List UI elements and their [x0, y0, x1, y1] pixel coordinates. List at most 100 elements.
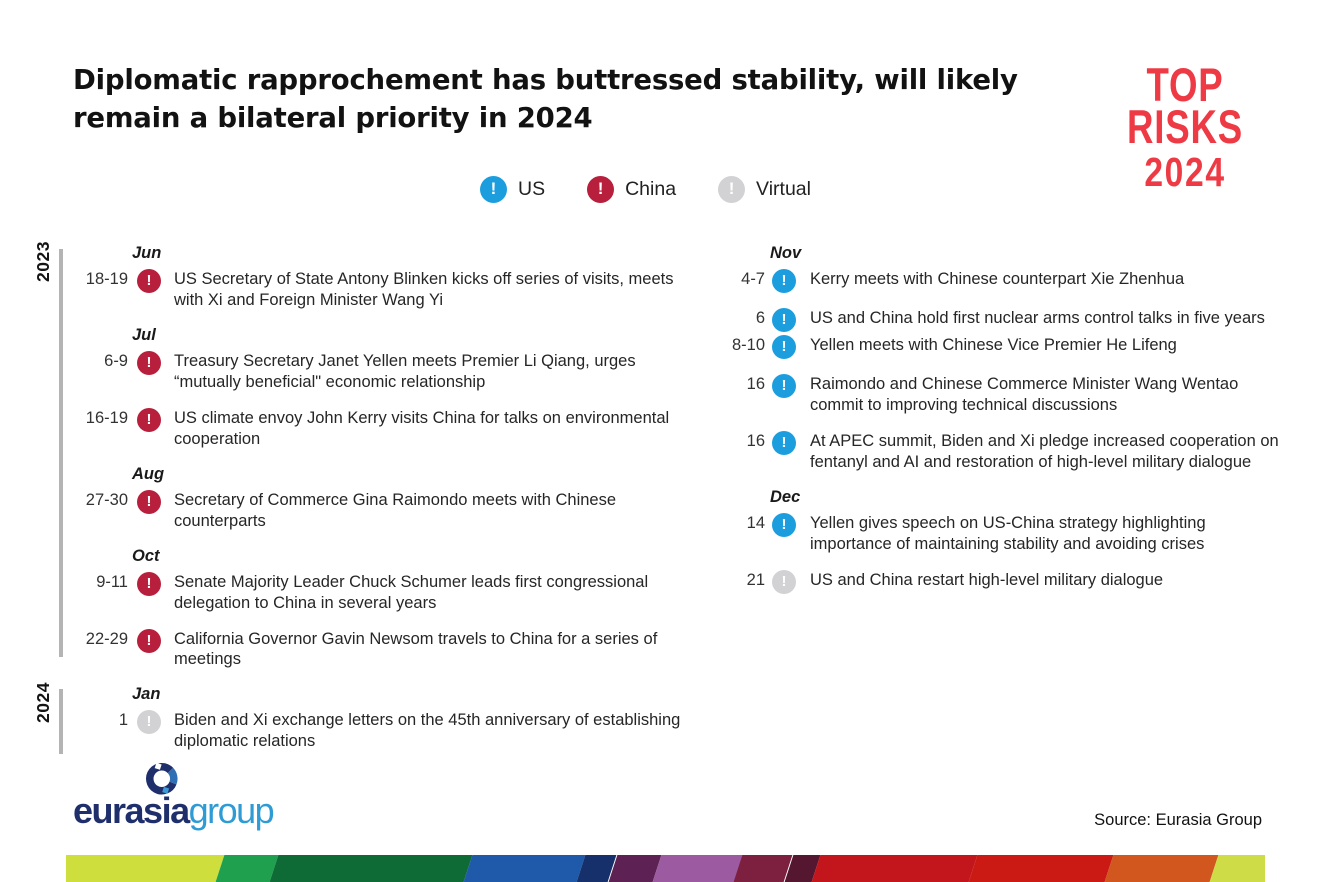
- event-type-badge-icon: !: [772, 512, 796, 537]
- event-date: 6-9: [104, 351, 128, 370]
- event-type-badge-icon: !: [772, 335, 796, 359]
- event-type-badge-icon: !: [772, 308, 796, 332]
- event-text: Secretary of Commerce Gina Raimondo meet…: [174, 490, 617, 530]
- year-rail: [59, 249, 63, 658]
- event-row: 16 ! At APEC summit, Biden and Xi pledge…: [700, 430, 1290, 473]
- month-label: Jun: [132, 244, 162, 262]
- color-bar-segment: [1104, 855, 1219, 882]
- top-risks-logo-line: RISKS: [1127, 100, 1243, 153]
- year-rail: [59, 689, 63, 755]
- event-row: 4-7 ! Kerry meets with Chinese counterpa…: [700, 269, 1290, 293]
- event-text: US and China restart high-level military…: [810, 570, 1164, 589]
- event-date: 4-7: [741, 270, 765, 288]
- legend-item-virtual: ! Virtual: [718, 176, 811, 203]
- color-bar-segment: [66, 855, 225, 882]
- color-bar-segment: [733, 855, 794, 882]
- color-bar-segment: [463, 855, 586, 882]
- event-type-badge-icon: !: [137, 628, 161, 653]
- event-type-badge-icon: !: [772, 269, 796, 293]
- event-text: At APEC summit, Biden and Xi pledge incr…: [810, 431, 1279, 471]
- event-type-badge-icon: !: [137, 489, 161, 514]
- eurasia-wordmark-part: eurasia: [73, 790, 190, 831]
- event-text: Treasury Secretary Janet Yellen meets Pr…: [174, 351, 636, 391]
- event-text: Yellen meets with Chinese Vice Premier H…: [810, 336, 1177, 354]
- event-text: US Secretary of State Antony Blinken kic…: [174, 270, 674, 309]
- event-type-badge-icon: !: [772, 374, 796, 398]
- month-label: Jul: [132, 325, 156, 344]
- year-label-2024: 2024: [33, 682, 53, 724]
- event-text: California Governor Gavin Newsom travels…: [174, 629, 658, 669]
- timeline-column-left: 2023 Jun 18-19 ! US Secretary of State A…: [33, 241, 697, 767]
- event-date: 14: [746, 513, 765, 532]
- event-text: US climate envoy John Kerry visits China…: [174, 408, 670, 448]
- event-text: Kerry meets with Chinese counterpart Xie…: [810, 270, 1185, 288]
- event-date: 1: [118, 711, 128, 730]
- legend-label: Virtual: [756, 178, 811, 200]
- event-row: 8-10 ! Yellen meets with Chinese Vice Pr…: [700, 335, 1290, 359]
- group-wordmark-part: group: [188, 790, 275, 831]
- china-exclamation-badge-icon: !: [587, 176, 615, 203]
- us-exclamation-badge-icon: !: [480, 176, 507, 203]
- event-type-badge-icon: !: [137, 571, 161, 596]
- top-risks-logo-line: 2024: [1144, 149, 1226, 195]
- event-text: Biden and Xi exchange letters on the 45t…: [174, 711, 681, 751]
- event-type-badge-icon: !: [137, 710, 161, 735]
- event-date: 27-30: [85, 490, 128, 509]
- eurasia-group-logo: eurasiagroup: [73, 752, 313, 834]
- timeline-column-right: Nov 4-7 ! Kerry meets with Chinese count…: [700, 244, 1290, 609]
- year-section-2023: 2023 Jun 18-19 ! US Secretary of State A…: [33, 241, 697, 671]
- event-row: 18-19 ! US Secretary of State Antony Bli…: [80, 269, 697, 311]
- event-date: 22-29: [85, 629, 128, 648]
- color-bar-segment: [1209, 855, 1265, 882]
- month-label: Dec: [770, 487, 801, 506]
- event-text: Yellen gives speech on US-China strategy…: [810, 513, 1206, 553]
- month-label: Jan: [132, 685, 161, 704]
- source-credit: Source: Eurasia Group: [1094, 811, 1262, 829]
- event-row: 1 ! Biden and Xi exchange letters on the…: [80, 710, 697, 752]
- color-bar-segment: [652, 855, 743, 882]
- eurasia-logo-swirl-icon: [146, 762, 178, 795]
- event-date: 16: [746, 431, 765, 450]
- color-bar-segment: [269, 855, 473, 882]
- event-date: 16: [746, 375, 765, 393]
- event-type-badge-icon: !: [772, 430, 796, 455]
- footer-color-bar: [66, 855, 1265, 882]
- event-row: 6 ! US and China hold first nuclear arms…: [700, 308, 1290, 332]
- legend-item-china: ! China: [587, 176, 676, 203]
- event-row: 22-29 ! California Governor Gavin Newsom…: [80, 628, 697, 671]
- color-bar-segment: [215, 855, 279, 882]
- month-label: Oct: [132, 546, 160, 565]
- event-text: Raimondo and Chinese Commerce Minister W…: [810, 375, 1239, 414]
- event-row: 14 ! Yellen gives speech on US-China str…: [700, 512, 1290, 555]
- event-row: 6-9 ! Treasury Secretary Janet Yellen me…: [80, 350, 697, 393]
- virtual-exclamation-badge-icon: !: [718, 176, 746, 203]
- event-date: 9-11: [96, 572, 128, 591]
- top-risks-logo-line: TOP: [1146, 58, 1224, 111]
- event-type-badge-icon: !: [137, 407, 161, 432]
- year-label-2023: 2023: [33, 241, 53, 282]
- month-label: Nov: [770, 244, 802, 262]
- year-section-2024: 2024 Jan 1 ! Biden and Xi exchange lette…: [33, 682, 697, 755]
- event-row: 16 ! Raimondo and Chinese Commerce Minis…: [700, 374, 1290, 416]
- event-text: Senate Majority Leader Chuck Schumer lea…: [174, 572, 649, 612]
- event-type-badge-icon: !: [137, 350, 161, 375]
- event-date: 18-19: [85, 270, 128, 288]
- event-row: 16-19 ! US climate envoy John Kerry visi…: [80, 407, 697, 450]
- eurasia-group-wordmark: eurasiagroup: [73, 790, 275, 832]
- month-label: Aug: [132, 464, 165, 483]
- color-bar-segment: [811, 855, 978, 882]
- event-text: US and China hold first nuclear arms con…: [810, 309, 1265, 327]
- event-date: 21: [746, 570, 765, 589]
- infographic-title: Diplomatic rapprochement has buttressed …: [73, 64, 1018, 134]
- event-row: 9-11 ! Senate Majority Leader Chuck Schu…: [80, 571, 697, 614]
- event-row: 21 ! US and China restart high-level mil…: [700, 569, 1290, 594]
- event-date: 16-19: [85, 408, 128, 427]
- legend: ! US ! China ! Virtual: [480, 176, 811, 203]
- legend-label: US: [518, 178, 546, 200]
- event-date: 8-10: [731, 336, 765, 354]
- color-bar-segment: [968, 855, 1114, 882]
- event-date: 6: [755, 309, 765, 327]
- legend-item-us: ! US: [480, 176, 545, 203]
- event-type-badge-icon: !: [137, 269, 161, 293]
- legend-label: China: [625, 178, 677, 200]
